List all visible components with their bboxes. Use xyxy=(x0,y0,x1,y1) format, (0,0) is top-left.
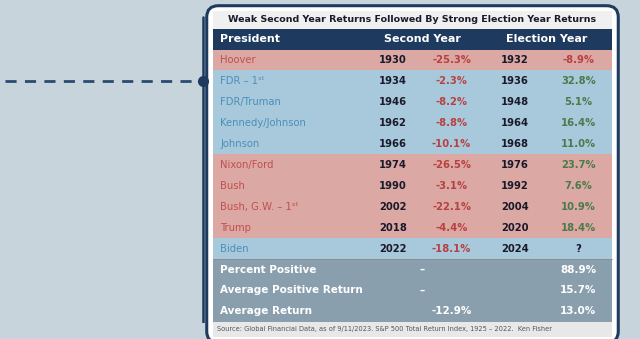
Text: -10.1%: -10.1% xyxy=(432,139,471,149)
Bar xyxy=(212,133,612,154)
Bar xyxy=(212,92,369,112)
Text: 18.4%: 18.4% xyxy=(561,223,596,233)
Text: -26.5%: -26.5% xyxy=(432,160,471,170)
Bar xyxy=(212,92,612,112)
Text: 88.9%: 88.9% xyxy=(560,264,596,275)
Bar xyxy=(212,49,369,71)
Bar xyxy=(212,28,612,49)
Text: 1962: 1962 xyxy=(379,118,407,128)
Text: Bush, G.W. – 1ˢᵗ: Bush, G.W. – 1ˢᵗ xyxy=(220,202,299,212)
Bar xyxy=(212,175,612,196)
Bar xyxy=(212,217,369,238)
Text: -8.9%: -8.9% xyxy=(563,55,595,65)
Bar xyxy=(212,71,612,92)
Text: 1946: 1946 xyxy=(379,97,407,107)
Bar xyxy=(212,112,369,133)
Text: 1974: 1974 xyxy=(379,160,407,170)
Text: FDR – 1ˢᵗ: FDR – 1ˢᵗ xyxy=(220,76,265,86)
Text: 7.6%: 7.6% xyxy=(564,181,592,191)
Text: 1936: 1936 xyxy=(501,76,529,86)
Text: -22.1%: -22.1% xyxy=(432,202,471,212)
Bar xyxy=(212,12,612,28)
Text: 10.9%: 10.9% xyxy=(561,202,596,212)
Text: 16.4%: 16.4% xyxy=(561,118,596,128)
Text: Johnson: Johnson xyxy=(220,139,260,149)
Text: –: – xyxy=(420,264,425,275)
Text: -2.3%: -2.3% xyxy=(436,76,467,86)
Text: FDR/Truman: FDR/Truman xyxy=(220,97,281,107)
Text: Kennedy/Johnson: Kennedy/Johnson xyxy=(220,118,307,128)
Text: 13.0%: 13.0% xyxy=(560,306,596,316)
Text: 2002: 2002 xyxy=(380,202,407,212)
Text: Average Return: Average Return xyxy=(220,306,312,316)
Text: –: – xyxy=(420,285,425,296)
Text: Biden: Biden xyxy=(220,243,249,254)
Bar xyxy=(212,259,612,280)
Text: Hoover: Hoover xyxy=(220,55,256,65)
Bar xyxy=(212,175,369,196)
Text: Trump: Trump xyxy=(220,223,252,233)
Bar xyxy=(212,301,612,322)
Text: President: President xyxy=(220,34,280,44)
Text: 1932: 1932 xyxy=(501,55,529,65)
Bar xyxy=(212,49,612,71)
Text: 1966: 1966 xyxy=(379,139,407,149)
Text: -12.9%: -12.9% xyxy=(431,306,472,316)
Bar xyxy=(212,154,369,175)
Bar xyxy=(212,196,369,217)
Bar xyxy=(212,217,612,238)
Text: 2018: 2018 xyxy=(379,223,407,233)
Text: 1964: 1964 xyxy=(501,118,529,128)
Bar xyxy=(212,238,612,259)
Text: 32.8%: 32.8% xyxy=(561,76,596,86)
Bar xyxy=(212,196,612,217)
Text: 15.7%: 15.7% xyxy=(560,285,596,296)
Text: -18.1%: -18.1% xyxy=(432,243,471,254)
Bar xyxy=(212,238,369,259)
Bar xyxy=(212,112,612,133)
Text: Average Positive Return: Average Positive Return xyxy=(220,285,363,296)
Text: 11.0%: 11.0% xyxy=(561,139,596,149)
Text: Source: Global Financial Data, as of 9/11/2023. S&P 500 Total Return Index, 1925: Source: Global Financial Data, as of 9/1… xyxy=(218,326,552,333)
Text: -8.8%: -8.8% xyxy=(435,118,468,128)
Text: 5.1%: 5.1% xyxy=(564,97,593,107)
FancyBboxPatch shape xyxy=(207,6,618,339)
Bar xyxy=(212,154,612,175)
Text: 2022: 2022 xyxy=(380,243,407,254)
Text: -25.3%: -25.3% xyxy=(432,55,471,65)
Bar xyxy=(212,133,369,154)
Text: 2024: 2024 xyxy=(501,243,529,254)
Text: Nixon/Ford: Nixon/Ford xyxy=(220,160,274,170)
Bar xyxy=(212,322,612,337)
Text: Percent Positive: Percent Positive xyxy=(220,264,317,275)
Text: 1990: 1990 xyxy=(379,181,407,191)
Text: Bush: Bush xyxy=(220,181,245,191)
Text: 1992: 1992 xyxy=(501,181,529,191)
Text: 1934: 1934 xyxy=(379,76,407,86)
Text: Election Year: Election Year xyxy=(506,34,588,44)
Bar xyxy=(212,71,369,92)
Text: ?: ? xyxy=(575,243,581,254)
Text: Weak Second Year Returns Followed By Strong Election Year Returns: Weak Second Year Returns Followed By Str… xyxy=(228,16,596,24)
Text: 1968: 1968 xyxy=(501,139,529,149)
Text: -3.1%: -3.1% xyxy=(435,181,468,191)
Text: 2020: 2020 xyxy=(501,223,529,233)
Text: -4.4%: -4.4% xyxy=(435,223,468,233)
Text: 1976: 1976 xyxy=(501,160,529,170)
Text: -8.2%: -8.2% xyxy=(435,97,467,107)
Text: 1930: 1930 xyxy=(379,55,407,65)
Text: 23.7%: 23.7% xyxy=(561,160,596,170)
Text: Second Year: Second Year xyxy=(384,34,461,44)
Text: 1948: 1948 xyxy=(501,97,529,107)
Bar xyxy=(212,280,612,301)
Text: 2004: 2004 xyxy=(501,202,529,212)
